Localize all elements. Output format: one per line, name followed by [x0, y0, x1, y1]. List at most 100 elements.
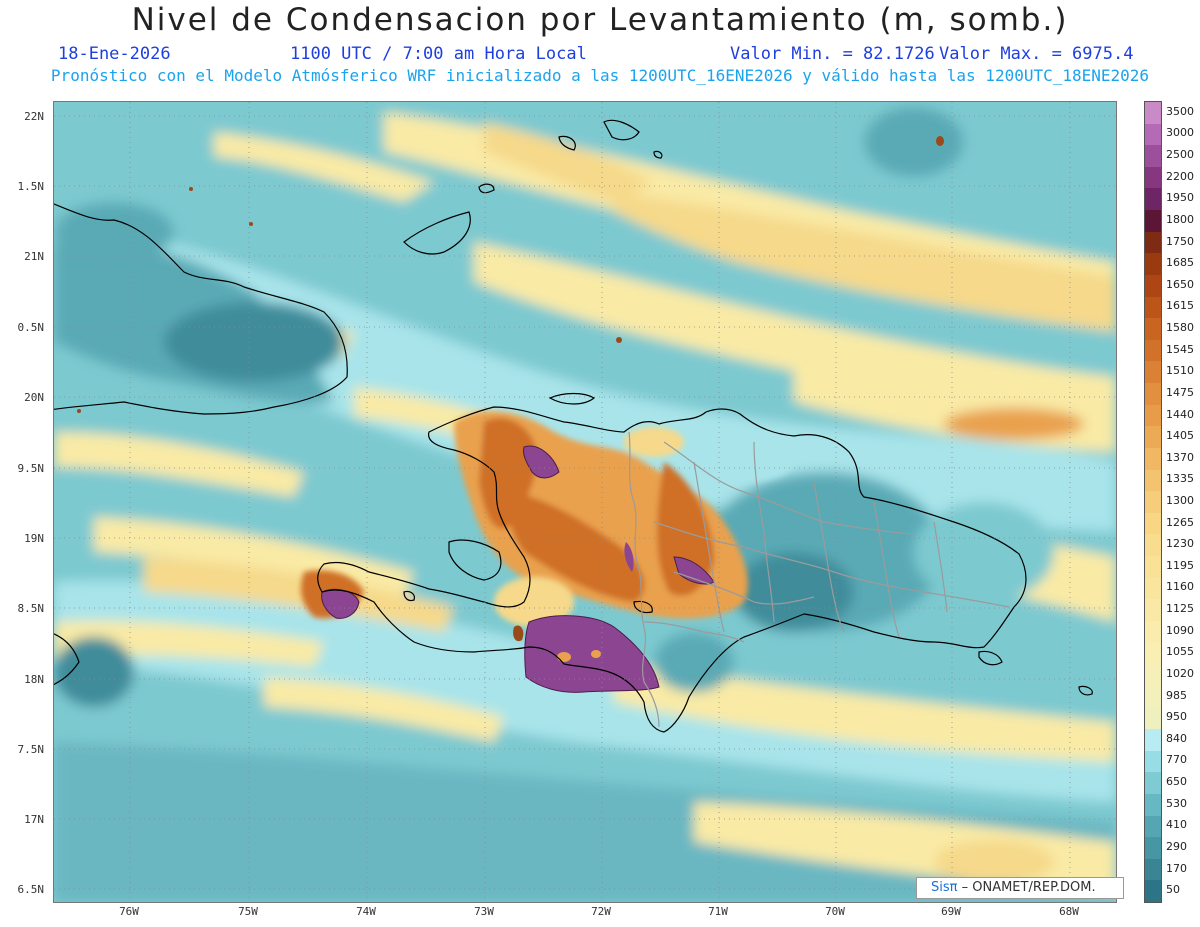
map-panel[interactable] [53, 101, 1117, 903]
lon-label: 69W [941, 905, 961, 918]
colorbar-label: 1510 [1166, 364, 1194, 378]
colorbar-label: 530 [1166, 796, 1187, 810]
lat-label: 0.5N [17, 321, 45, 334]
colorbar-label: 1195 [1166, 558, 1194, 572]
colorbar-label: 1615 [1166, 299, 1194, 313]
lat-label: 7.5N [17, 743, 45, 756]
colorbar-swatch [1145, 685, 1161, 708]
colorbar-label: 1230 [1166, 537, 1194, 551]
colorbar-swatch [1145, 123, 1161, 146]
lat-label: 18N [24, 673, 44, 686]
colorbar-label: 170 [1166, 861, 1187, 875]
colorbar-swatch [1145, 274, 1161, 298]
colorbar-swatch [1145, 729, 1161, 752]
colorbar-label: 840 [1166, 731, 1187, 745]
lon-label: 75W [238, 905, 258, 918]
colorbar-swatch [1145, 426, 1161, 449]
colorbar-label: 1685 [1166, 256, 1194, 270]
colorbar-label: 1440 [1166, 407, 1194, 421]
map-title: Nivel de Condensacion por Levantamiento … [131, 2, 1069, 38]
colorbar-swatch [1145, 858, 1161, 881]
colorbar-label: 1300 [1166, 494, 1194, 507]
colorbar-swatch [1145, 620, 1161, 644]
colorbar-swatch [1145, 880, 1161, 903]
colorbar-swatch [1145, 361, 1161, 384]
lat-label: 17N [24, 813, 44, 826]
colorbar-swatch [1145, 793, 1161, 816]
colorbar-label: 950 [1166, 710, 1187, 724]
colorbar-swatch [1145, 556, 1161, 579]
colorbar-swatch [1145, 166, 1161, 189]
colorbar-swatch [1145, 772, 1161, 795]
colorbar-label: 650 [1166, 775, 1187, 789]
lat-label: 21N [24, 250, 44, 263]
lon-label: 74W [356, 905, 376, 918]
coastlines [54, 119, 1093, 733]
colorbar-label: 3500 [1166, 104, 1194, 118]
colorbar-label: 1335 [1166, 472, 1194, 486]
colorbar-swatch [1145, 383, 1161, 406]
colorbar-label: 1750 [1166, 234, 1194, 248]
colorbar-label: 290 [1166, 839, 1187, 853]
colorbar-swatch [1145, 642, 1161, 665]
colorbar-swatch [1145, 599, 1161, 622]
forecast-time: 1100 UTC / 7:00 am Hora Local [290, 44, 587, 64]
colorbar-label: 2500 [1166, 148, 1194, 162]
colorbar-label: 2200 [1166, 169, 1194, 183]
lat-label: 8.5N [17, 602, 45, 615]
colorbar-label: 410 [1166, 818, 1187, 832]
colorbar-label: 1650 [1166, 277, 1194, 291]
colorbar-swatch [1145, 707, 1161, 730]
field-shading [54, 102, 1116, 902]
colorbar-swatch [1145, 577, 1161, 600]
credit-text: – ONAMET/REP.DOM. [957, 880, 1096, 895]
colorbar-label: 1800 [1166, 212, 1194, 226]
colorbar-label: 1125 [1166, 602, 1194, 616]
colorbar-swatch [1145, 188, 1161, 211]
colorbar-swatch [1145, 469, 1161, 492]
colorbar-swatch [1145, 512, 1161, 535]
colorbar-swatch [1145, 102, 1161, 125]
sispi-logo: Sisπ [931, 880, 958, 895]
colorbar-swatch [1145, 404, 1161, 427]
colorbar [1144, 101, 1162, 903]
province-borders [628, 431, 1010, 728]
colorbar-label: 1950 [1166, 191, 1194, 205]
max-value: Valor Max. = 6975.4 [939, 44, 1134, 64]
model-info: Pronóstico con el Modelo Atmósferico WRF… [50, 66, 1150, 85]
colorbar-label: 1405 [1166, 429, 1194, 443]
colorbar-label: 3000 [1166, 126, 1194, 140]
colorbar-swatch [1145, 750, 1161, 773]
colorbar-label: 985 [1166, 688, 1187, 702]
colorbar-swatch [1145, 491, 1161, 514]
colorbar-label: 1265 [1166, 515, 1194, 529]
purple-high-lcl-areas [77, 136, 944, 693]
colorbar-label: 770 [1166, 753, 1187, 767]
lon-label: 71W [708, 905, 728, 918]
lat-label: 20N [24, 391, 44, 404]
colorbar-swatch [1145, 534, 1161, 557]
colorbar-label: 1580 [1166, 321, 1194, 335]
colorbar-label: 1160 [1166, 580, 1194, 594]
colorbar-label: 1545 [1166, 342, 1194, 356]
colorbar-swatch [1145, 210, 1161, 233]
colorbar-swatch [1145, 815, 1161, 838]
lon-label: 72W [591, 905, 611, 918]
colorbar-label: 1370 [1166, 450, 1194, 464]
lon-label: 68W [1059, 905, 1079, 918]
colorbar-label: 1475 [1166, 385, 1194, 399]
lat-label: 19N [24, 532, 44, 545]
colorbar-swatch [1145, 447, 1161, 471]
forecast-date: 18-Ene-2026 [58, 44, 171, 64]
colorbar-swatch [1145, 296, 1161, 319]
colorbar-label: 1055 [1166, 645, 1194, 659]
lon-label: 70W [825, 905, 845, 918]
colorbar-swatch [1145, 145, 1161, 168]
lat-label: 9.5N [17, 462, 45, 475]
colorbar-label: 1090 [1166, 623, 1194, 637]
colorbar-swatch [1145, 664, 1161, 687]
colorbar-label: 1020 [1166, 666, 1194, 680]
lat-label: 1.5N [17, 180, 45, 193]
lcl-field-map [54, 102, 1116, 902]
colorbar-swatch [1145, 837, 1161, 860]
